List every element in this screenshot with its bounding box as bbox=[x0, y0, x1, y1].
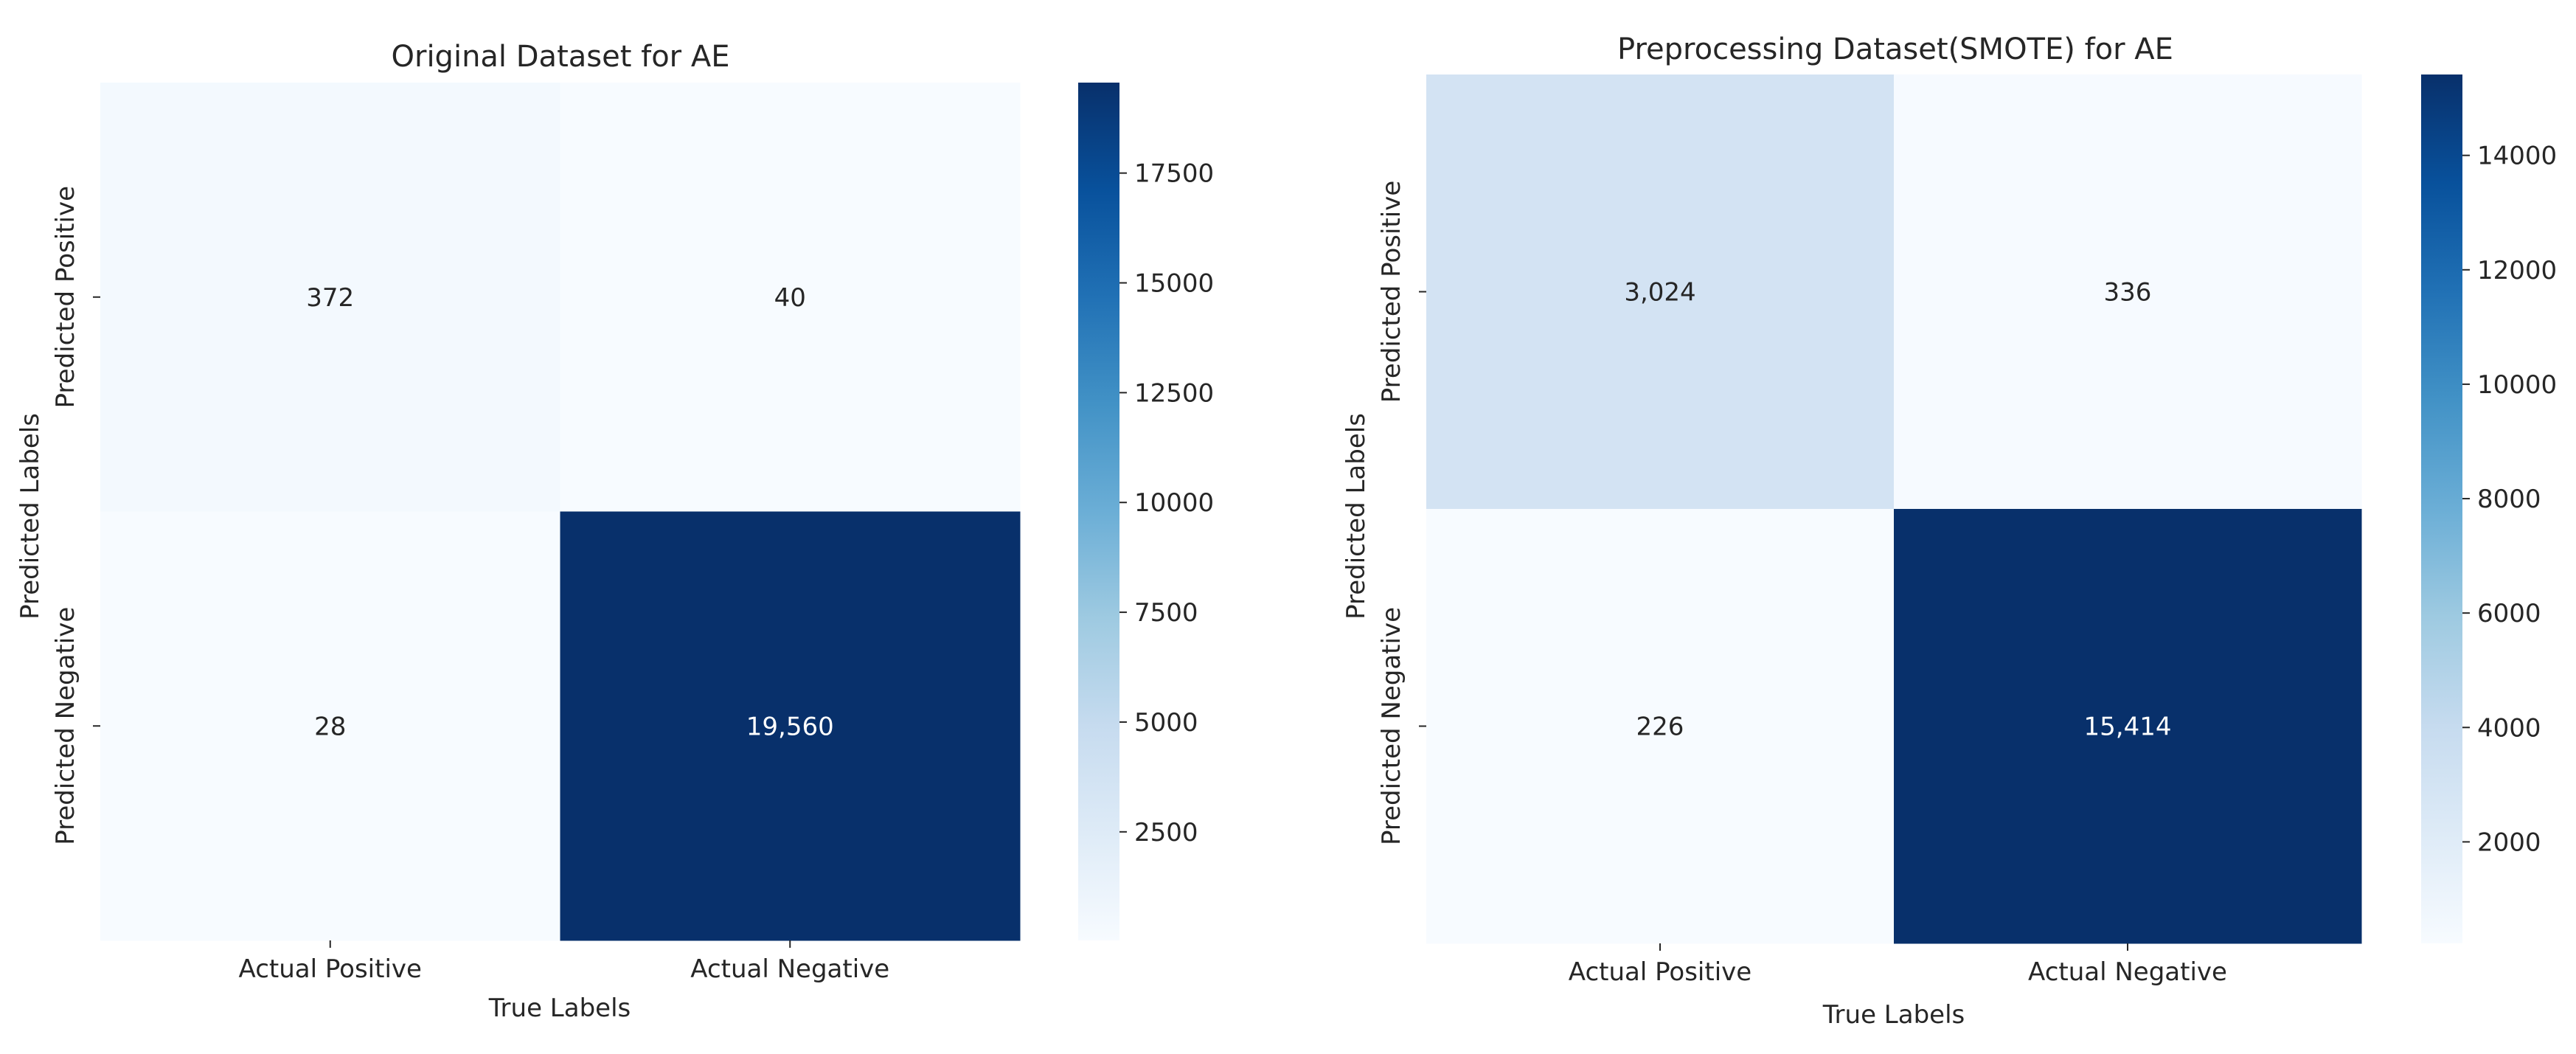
x-tick-labels: Actual Positive Actual Negative bbox=[239, 940, 889, 984]
heatmap-panel-original: Original Dataset for AE 372 40 28 19,560 Ac… bbox=[15, 40, 1214, 1023]
heatmap-cell bbox=[1426, 509, 1895, 944]
x-axis-label: True Labels bbox=[1822, 1000, 1965, 1030]
colorbar-tick-label: 15000 bbox=[1134, 269, 1214, 299]
y-tick-label: Predicted Negative bbox=[51, 607, 80, 845]
colorbar-tick-label: 12000 bbox=[2477, 256, 2557, 285]
cell-value-labels: 3,024 336 226 15,414 bbox=[1624, 278, 2171, 742]
heatmap-cell bbox=[560, 511, 1021, 941]
colorbar-tick-label: 5000 bbox=[1134, 708, 1198, 738]
y-tick-label: Predicted Positive bbox=[51, 186, 80, 408]
heatmap-panel-smote: Preprocessing Dataset(SMOTE) for AE 3,02… bbox=[1341, 32, 2557, 1030]
x-tick-label: Actual Positive bbox=[1569, 957, 1752, 987]
colorbar-tick-label: 4000 bbox=[2477, 713, 2541, 743]
colorbar-ticks: 2000 4000 6000 8000 10000 12000 14000 bbox=[2462, 142, 2557, 857]
colorbar-tick-label: 8000 bbox=[2477, 485, 2541, 514]
heatmap-cells bbox=[100, 83, 1021, 941]
y-tick-label: Predicted Positive bbox=[1377, 181, 1406, 403]
x-tick-label: Actual Negative bbox=[2028, 957, 2227, 987]
cell-value-label: 28 bbox=[314, 712, 346, 741]
y-axis-label: Predicted Labels bbox=[1341, 413, 1371, 620]
heatmap-cell bbox=[1894, 509, 2362, 944]
x-tick-label: Actual Negative bbox=[690, 954, 889, 984]
y-tick-label: Predicted Negative bbox=[1377, 607, 1406, 845]
y-tick-labels: Predicted Positive Predicted Negative bbox=[1377, 181, 1426, 845]
cell-value-label: 3,024 bbox=[1624, 278, 1695, 308]
cell-value-label: 226 bbox=[1636, 713, 1684, 742]
colorbar-tick-label: 17500 bbox=[1134, 159, 1214, 189]
y-tick-labels: Predicted Positive Predicted Negative bbox=[51, 186, 100, 845]
x-axis-label: True Labels bbox=[488, 994, 631, 1023]
heatmap-cell bbox=[1426, 74, 1895, 510]
colorbar-tick-label: 2500 bbox=[1134, 818, 1198, 847]
x-tick-labels: Actual Positive Actual Negative bbox=[1569, 943, 2227, 987]
heatmap-cell bbox=[100, 83, 560, 512]
cell-value-label: 336 bbox=[2104, 278, 2152, 308]
colorbar-tick-label: 6000 bbox=[2477, 599, 2541, 628]
colorbar-tick-label: 10000 bbox=[2477, 370, 2557, 400]
cell-value-label: 19,560 bbox=[746, 712, 834, 741]
heatmap-cell bbox=[1894, 74, 2362, 510]
colorbar-tick-label: 14000 bbox=[2477, 142, 2557, 171]
colorbar bbox=[2421, 74, 2462, 943]
colorbar-tick-label: 2000 bbox=[2477, 828, 2541, 857]
cell-value-labels: 372 40 28 19,560 bbox=[306, 283, 833, 742]
x-tick-label: Actual Positive bbox=[239, 954, 422, 984]
cell-value-label: 372 bbox=[306, 283, 354, 313]
y-axis-label: Predicted Labels bbox=[15, 413, 45, 620]
chart-title: Original Dataset for AE bbox=[392, 40, 730, 74]
heatmap-cells bbox=[1426, 74, 2362, 944]
colorbar-tick-label: 12500 bbox=[1134, 378, 1214, 408]
colorbar bbox=[1078, 83, 1119, 940]
heatmap-cell bbox=[100, 511, 560, 941]
colorbar-tick-label: 7500 bbox=[1134, 598, 1198, 628]
heatmap-cell bbox=[560, 83, 1021, 512]
colorbar-ticks: 2500 5000 7500 10000 12500 15000 17500 bbox=[1119, 159, 1214, 847]
chart-title: Preprocessing Dataset(SMOTE) for AE bbox=[1617, 32, 2173, 66]
colorbar-tick-label: 10000 bbox=[1134, 488, 1214, 518]
cell-value-label: 15,414 bbox=[2084, 713, 2172, 742]
cell-value-label: 40 bbox=[774, 283, 806, 313]
